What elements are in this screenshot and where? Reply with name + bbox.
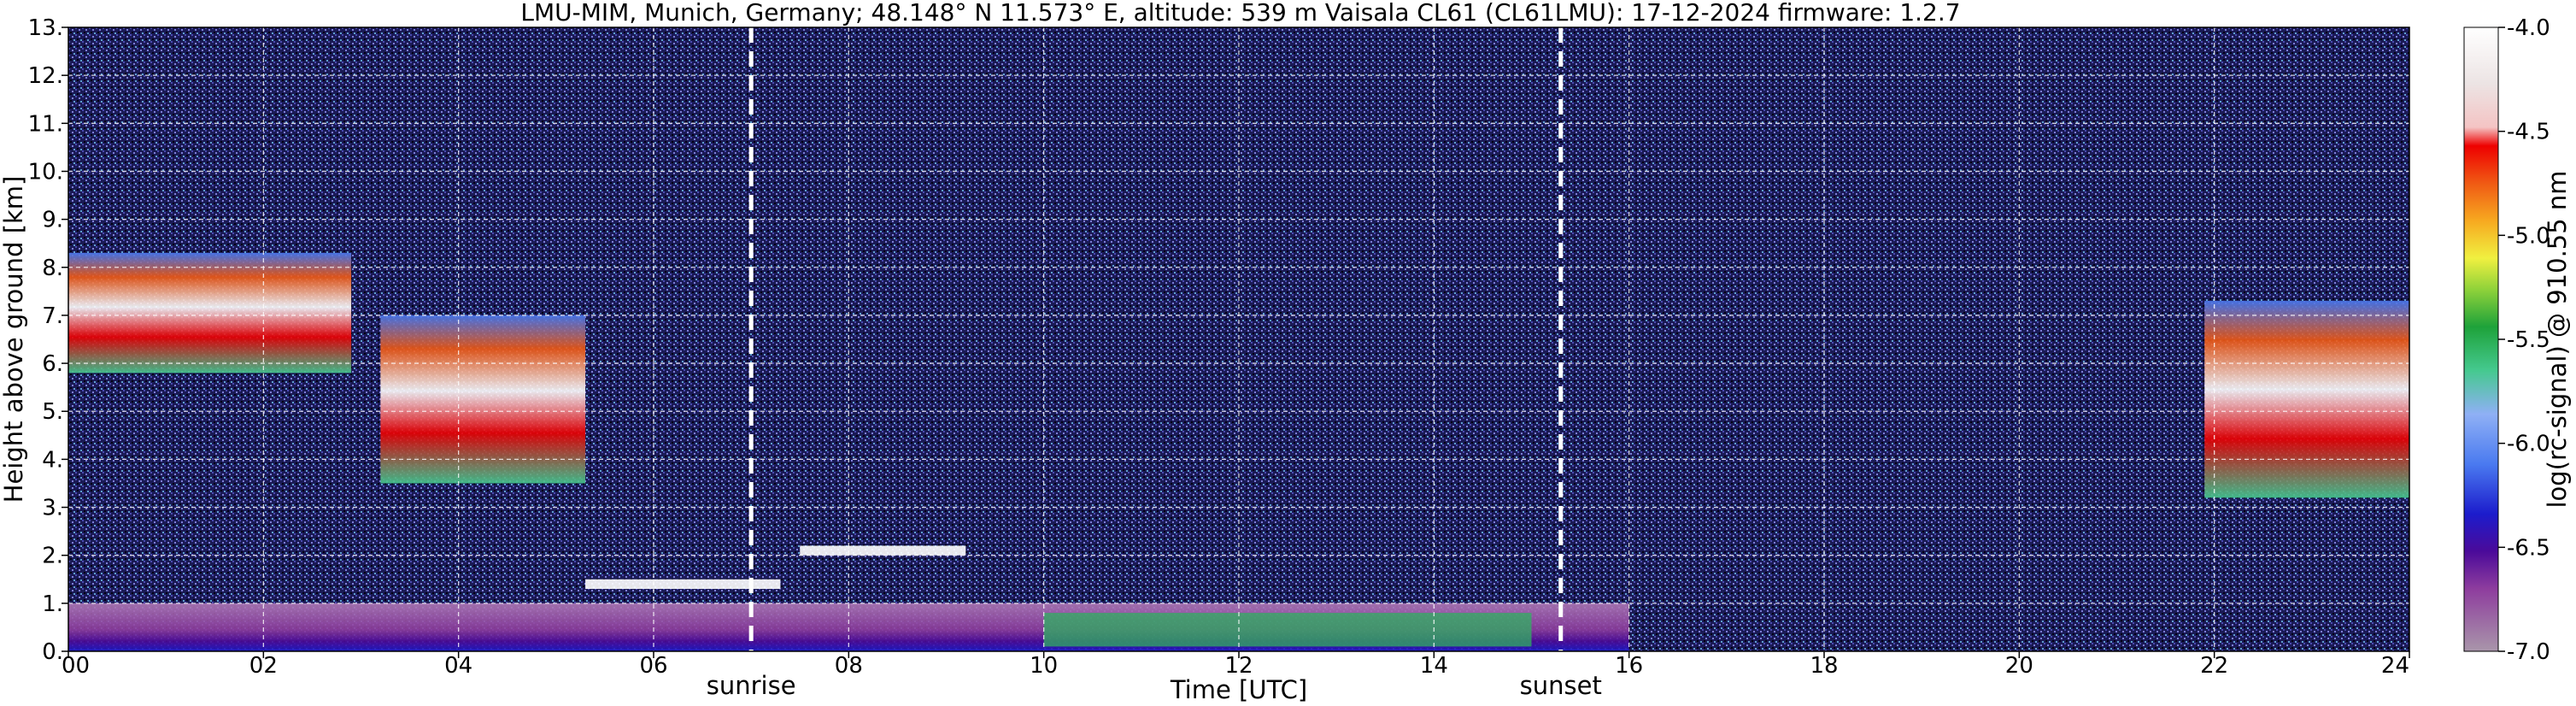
x-tick-label: 06 [639,653,667,679]
y-tick-label: 10. [28,159,63,185]
colorbar-tick-label: -6.0 [2507,432,2550,457]
y-tick-label: 13. [28,15,63,41]
colorbar: -7.0 -6.5 -6.0 -5.5 -5.0 -4.5 -4.0 log(rc-sign… [2463,15,2572,665]
feature-cloud-1 [380,315,586,484]
x-tick-label: 18 [1810,653,1838,679]
x-tick-label: 10 [1030,653,1058,679]
colorbar-label: log(rc-signal) @ 910.55 nm [2543,170,2572,508]
colorbar-tick-label: -4.0 [2507,15,2550,41]
x-tick-label: 04 [444,653,472,679]
colorbar-tick-label: -6.5 [2507,535,2550,561]
colorbar-ticks: -7.0 -6.5 -6.0 -5.5 -5.0 -4.5 -4.0 [2498,15,2550,665]
y-tick-label: 1. [42,591,63,617]
chart-title: LMU-MIM, Munich, Germany; 48.148° N 11.5… [520,0,1960,26]
event-markers [748,27,1564,651]
y-tick-label: 7. [42,303,63,329]
x-tick-label: 00 [62,653,90,679]
x-tick-label: 14 [1420,653,1448,679]
x-tick-label: 08 [835,653,863,679]
y-tick-label: 3. [42,496,63,521]
x-tick-label: 12 [1224,653,1253,679]
colorbar-scale [2463,26,2499,652]
y-axis: 0. 1. 2. 3. 4. 5. 6. 7. 8. 9. 10. 11. 12. 13. [28,15,68,665]
y-tick-label: 4. [42,447,63,473]
y-tick-label: 0. [42,639,63,665]
x-tick-label: 24 [2381,653,2409,679]
colorbar-tick-label: -5.5 [2507,327,2550,353]
x-tick-label: 20 [2005,653,2033,679]
x-tick-label: 02 [249,653,278,679]
y-axis-label: Height above ground [km] [0,176,28,503]
x-tick-label: 16 [1615,653,1643,679]
x-axis: sunrise sunset 00 02 04 06 08 10 12 14 16 18 20 22 24 [62,651,2410,700]
feature-low-cloud-3 [585,579,781,589]
feature-cloud-2 [2204,301,2409,498]
x-tick-label: 22 [2200,653,2228,679]
y-tick-label: 5. [42,399,63,425]
y-tick-label: 9. [42,208,63,233]
y-tick-label: 12. [28,63,63,89]
colorbar-tick-label: -4.5 [2507,120,2550,145]
feature-aerosol-layer-6 [1043,613,1532,647]
x-axis-label: Time [UTC] [1170,675,1307,704]
colorbar-tick-label: -7.0 [2507,639,2550,665]
sunrise-label: sunrise [707,671,796,700]
plot-area [67,26,2410,652]
y-tick-label: 2. [42,544,63,569]
y-tick-label: 8. [42,256,63,281]
feature-low-cloud-4 [800,545,966,556]
sunset-label: sunset [1520,671,1602,700]
signal-features [68,252,2409,651]
y-tick-label: 11. [28,111,63,137]
y-tick-label: 6. [42,351,63,377]
grid-lines [68,27,2409,651]
colorbar-tick-label: -5.0 [2507,223,2550,249]
feature-cloud-0 [68,252,352,374]
